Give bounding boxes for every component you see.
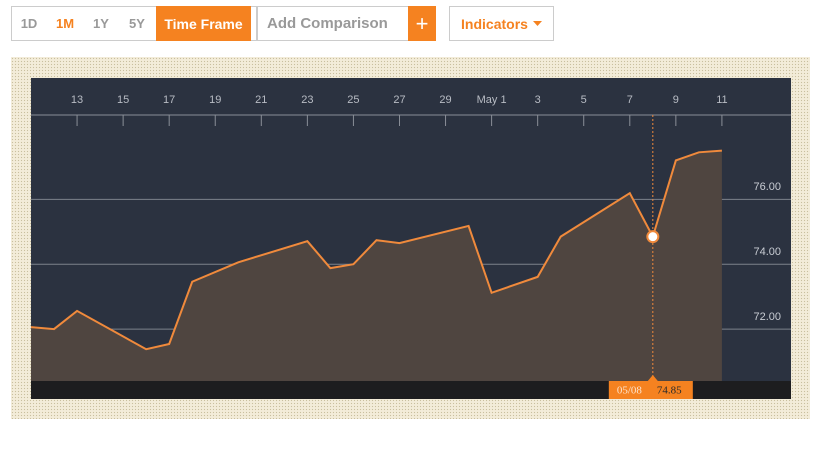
x-tick-label: 19 <box>209 94 221 106</box>
x-tick-label: 29 <box>439 94 451 106</box>
range-group <box>11 6 257 41</box>
tooltip-date: 05/08 <box>617 385 643 397</box>
x-tick-label: 11 <box>716 94 727 106</box>
x-tick-label: 3 <box>535 94 541 106</box>
tooltip-value: 74.85 <box>657 385 682 397</box>
bottom-bar <box>31 381 791 399</box>
x-tick-label: 17 <box>163 94 175 106</box>
x-tick-label: May 1 <box>477 94 507 106</box>
x-tick-label: 13 <box>71 94 83 106</box>
x-tick-label: 7 <box>627 94 633 106</box>
range-button[interactable]: 5Y <box>129 16 145 31</box>
crosshair-marker <box>646 230 660 244</box>
tooltip-box <box>608 381 693 399</box>
area <box>31 150 722 381</box>
y-tick-label: 72.00 <box>753 311 781 323</box>
x-tick-label: 15 <box>117 94 129 106</box>
range-button[interactable]: 1D <box>20 16 38 31</box>
indicators-label: Indicators <box>461 15 528 32</box>
tooltip-pointer <box>647 375 658 381</box>
caret <box>532 20 542 26</box>
range-button[interactable]: 1Y <box>93 16 109 31</box>
x-tick-label: 5 <box>581 94 587 106</box>
indicators-button[interactable]: Indicators <box>449 6 554 41</box>
range-button[interactable]: 1M <box>55 16 75 31</box>
x-tick-label: 21 <box>255 94 267 106</box>
add-button[interactable]: + <box>408 6 436 41</box>
x-tick-label: 25 <box>347 94 359 106</box>
x-tick-label: 23 <box>301 94 313 106</box>
y-tick-label: 74.00 <box>753 246 781 258</box>
time-frame-button[interactable]: Time Frame <box>156 6 251 41</box>
y-tick-label: 76.00 <box>753 181 781 193</box>
x-tick-label: 9 <box>673 94 679 106</box>
line <box>30 149 722 351</box>
x-tick-label: 27 <box>393 94 405 106</box>
